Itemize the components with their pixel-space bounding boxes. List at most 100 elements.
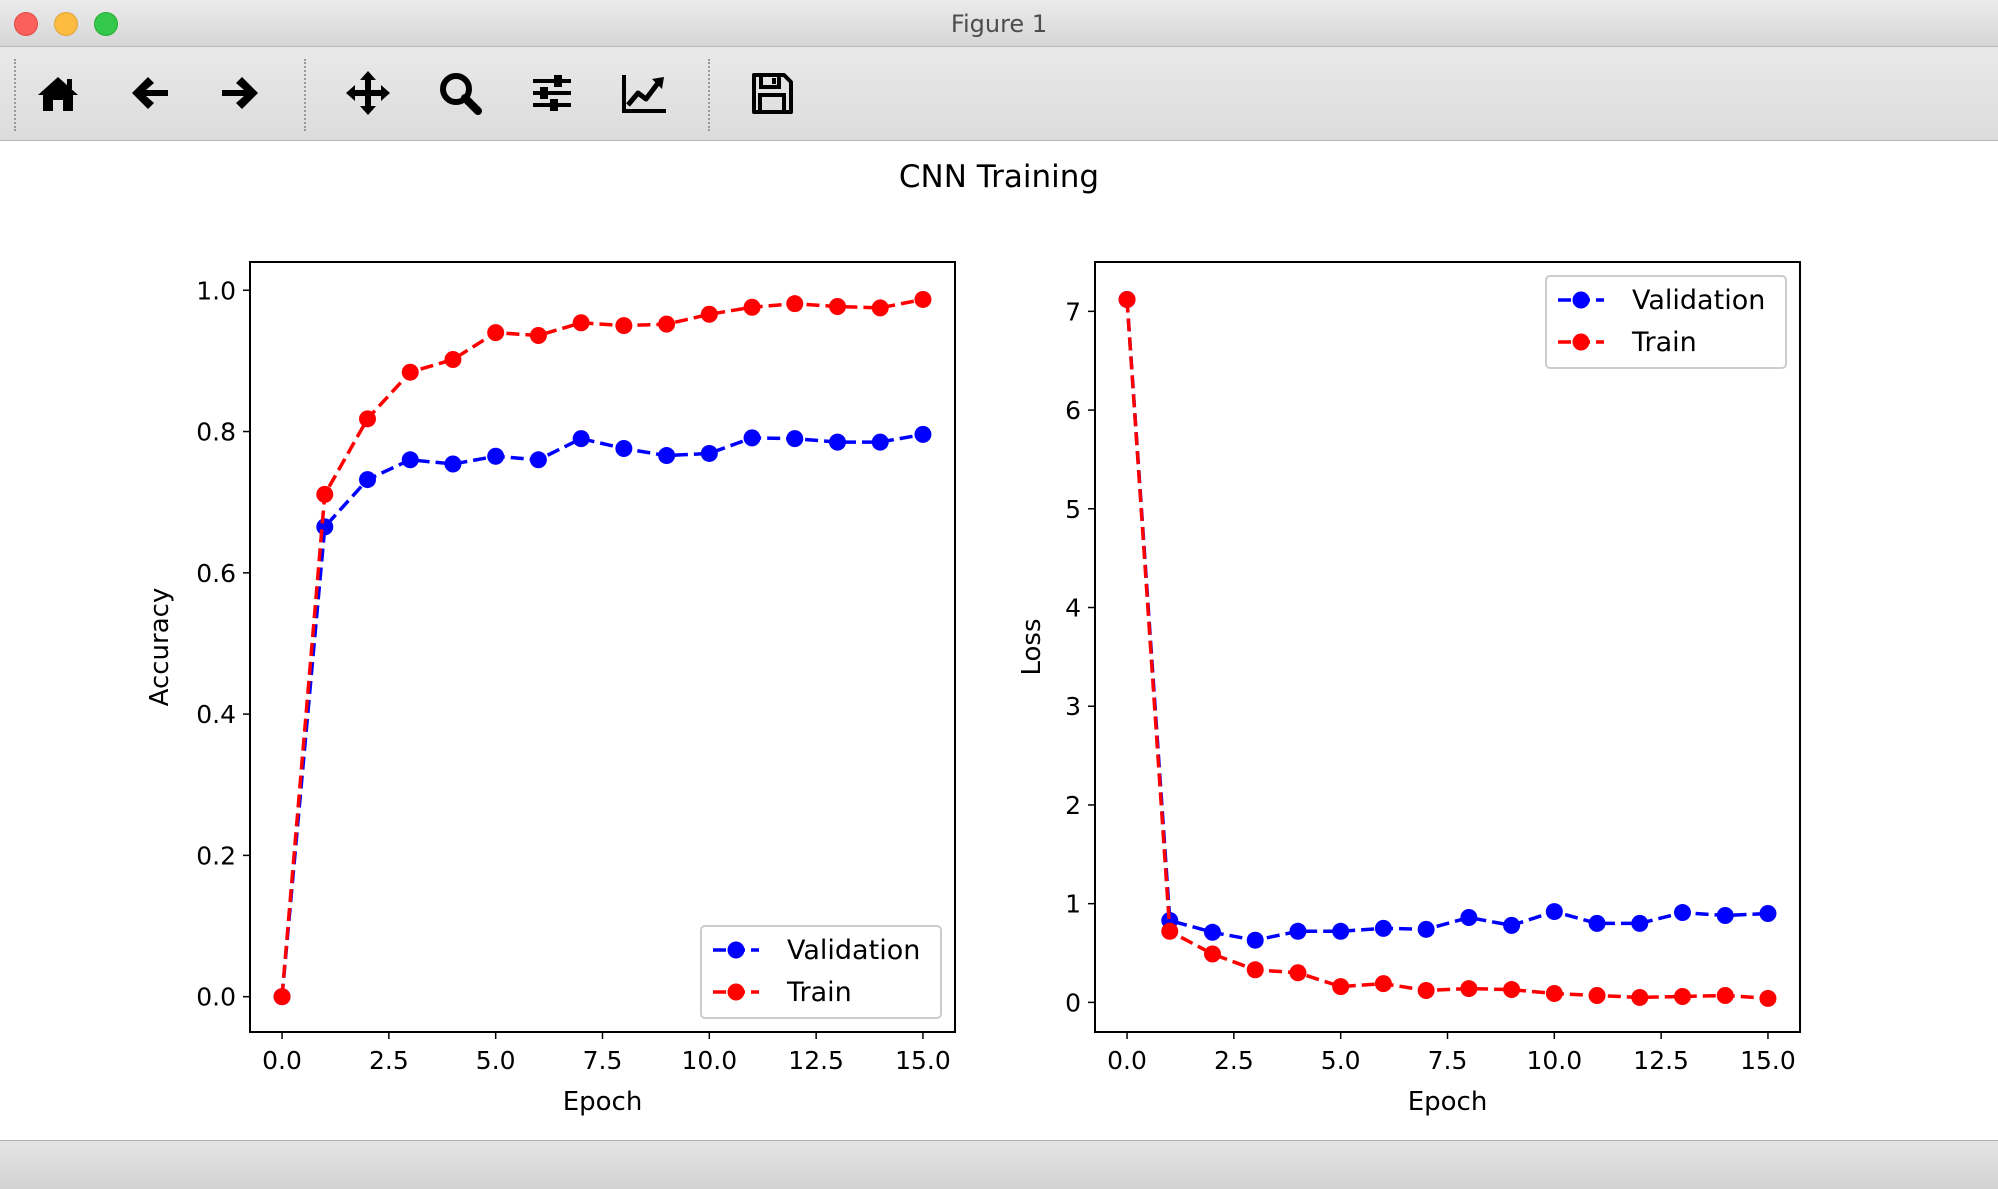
accuracy-validation-point [316,518,334,536]
accuracy-train-point [658,315,676,333]
loss-train-point [1460,980,1478,998]
loss-y-tick-label: 5 [1065,495,1081,524]
title-bar[interactable]: Figure 1 [0,0,1998,47]
accuracy-validation-point [529,451,547,469]
accuracy-train-point [444,350,462,368]
loss-validation-point [1716,907,1734,925]
accuracy-y-tick-label: 0.0 [196,983,236,1012]
figure-suptitle: CNN Training [899,159,1099,195]
accuracy-axes-frame [249,261,956,1033]
loss-validation-point [1545,903,1563,921]
loss-validation-point [1674,904,1691,922]
loss-axes: 0.0 2.5 5.0 7.5 10.0 12.5 15.0 0 1 2 3 4 5 6 7 Epoch Los… [1017,261,1801,1117]
loss-train-point [1204,945,1221,963]
loss-x-tick-label: 5.0 [1321,1046,1361,1075]
accuracy-validation-point [444,455,462,473]
loss-validation-point [1588,914,1606,932]
loss-x-axis-label: Epoch [1408,1087,1488,1117]
accuracy-legend-train-label: Train [786,977,852,1008]
save-button[interactable] [744,65,800,121]
accuracy-legend-validation-marker [727,941,745,959]
accuracy-y-tick-label: 0.2 [196,841,236,870]
accuracy-train-point [401,363,419,381]
accuracy-x-tick-label: 0.0 [262,1046,302,1075]
accuracy-train-point [786,295,804,313]
accuracy-validation-point [401,451,419,469]
navigation-toolbar [0,47,1998,141]
loss-legend-validation-marker [1572,291,1590,309]
accuracy-axes: 0.0 2.5 5.0 7.5 10.0 12.5 15.0 0.0 0.2 0.4 0.6 0.8 1… [145,261,956,1117]
accuracy-validation-point [658,447,676,465]
loss-y-tick-label: 1 [1065,890,1081,919]
accuracy-x-tick-label: 5.0 [476,1046,516,1075]
loss-train-point [1631,988,1649,1006]
accuracy-legend: Validation Train [700,925,942,1019]
accuracy-x-tick-label: 15.0 [895,1046,951,1075]
loss-train-point [1545,985,1563,1002]
loss-x-tick-label: 0.0 [1107,1046,1147,1075]
accuracy-train-point [700,305,718,323]
loss-train-point [1588,986,1606,1004]
accuracy-y-tick-label: 0.6 [196,559,236,588]
zoom-button[interactable] [432,65,488,121]
loss-legend: Validation Train [1545,275,1787,369]
loss-train-point [1759,989,1777,1007]
loss-validation-point [1289,922,1307,940]
accuracy-validation-point [871,433,889,451]
close-window-button[interactable] [14,12,38,36]
accuracy-validation-point [572,430,590,448]
loss-legend-frame [1545,275,1787,369]
loss-y-tick-label: 2 [1065,791,1081,820]
home-icon [38,77,78,111]
accuracy-y-tick-label: 0.4 [196,700,236,729]
loss-x-tick-label: 12.5 [1633,1046,1689,1075]
line-chart-icon [622,75,666,113]
loss-validation-point [1417,920,1435,938]
forward-button[interactable] [212,65,268,121]
accuracy-train-point [615,317,633,335]
accuracy-x-tick-label: 2.5 [369,1046,409,1075]
loss-train-point [1246,961,1264,979]
toolbar-separator [304,59,306,131]
accuracy-validation-point [829,433,846,451]
accuracy-train-point [487,324,505,342]
loss-validation-line [1125,299,1769,942]
loss-validation-point [1631,914,1649,932]
accuracy-validation-point [487,447,505,465]
loss-train-point [1374,975,1392,993]
subplots-button[interactable] [524,65,580,121]
accuracy-train-point [829,298,846,316]
loss-train-point [1289,964,1307,982]
accuracy-legend-validation-label: Validation [787,935,920,966]
accuracy-train-point [914,290,932,308]
loss-legend-train-label: Train [1631,327,1697,358]
accuracy-train-line [280,297,924,997]
loss-y-tick-label: 3 [1065,692,1081,721]
accuracy-legend-frame [700,925,942,1019]
minimize-window-button[interactable] [54,12,78,36]
accuracy-y-axis-label: Accuracy [145,588,175,707]
accuracy-x-axis-label: Epoch [563,1087,643,1117]
accuracy-validation-point [359,471,376,489]
figure-canvas[interactable]: CNN Training 0.0 2.5 5.0 7.5 1 0.0 12.5 15.0 0.0… [0,141,1998,1139]
loss-y-tick-label: 7 [1065,297,1081,326]
accuracy-validation-point [615,439,633,457]
loss-y-tick-label: 6 [1065,396,1081,425]
accuracy-train-point [359,410,376,428]
loss-train-point [1716,986,1734,1004]
loss-x-tick-label: 7.5 [1428,1046,1468,1075]
status-bar [0,1140,1998,1189]
loss-train-point [1503,981,1521,999]
back-button[interactable] [122,65,178,121]
loss-train-point [1674,987,1691,1005]
home-button[interactable] [30,65,86,121]
customize-button[interactable] [616,65,672,121]
pan-button[interactable] [340,65,396,121]
window-title: Figure 1 [950,10,1048,38]
loss-y-axis-label: Loss [1017,618,1047,675]
maximize-window-button[interactable] [94,12,118,36]
loss-x-tick-label: 15.0 [1740,1046,1796,1075]
figure-svg: CNN Training 0.0 2.5 5.0 7.5 1 0.0 12.5 15.0 0.0… [145,159,1801,1117]
toolbar-grip[interactable] [14,59,16,131]
accuracy-train-point [871,299,889,317]
